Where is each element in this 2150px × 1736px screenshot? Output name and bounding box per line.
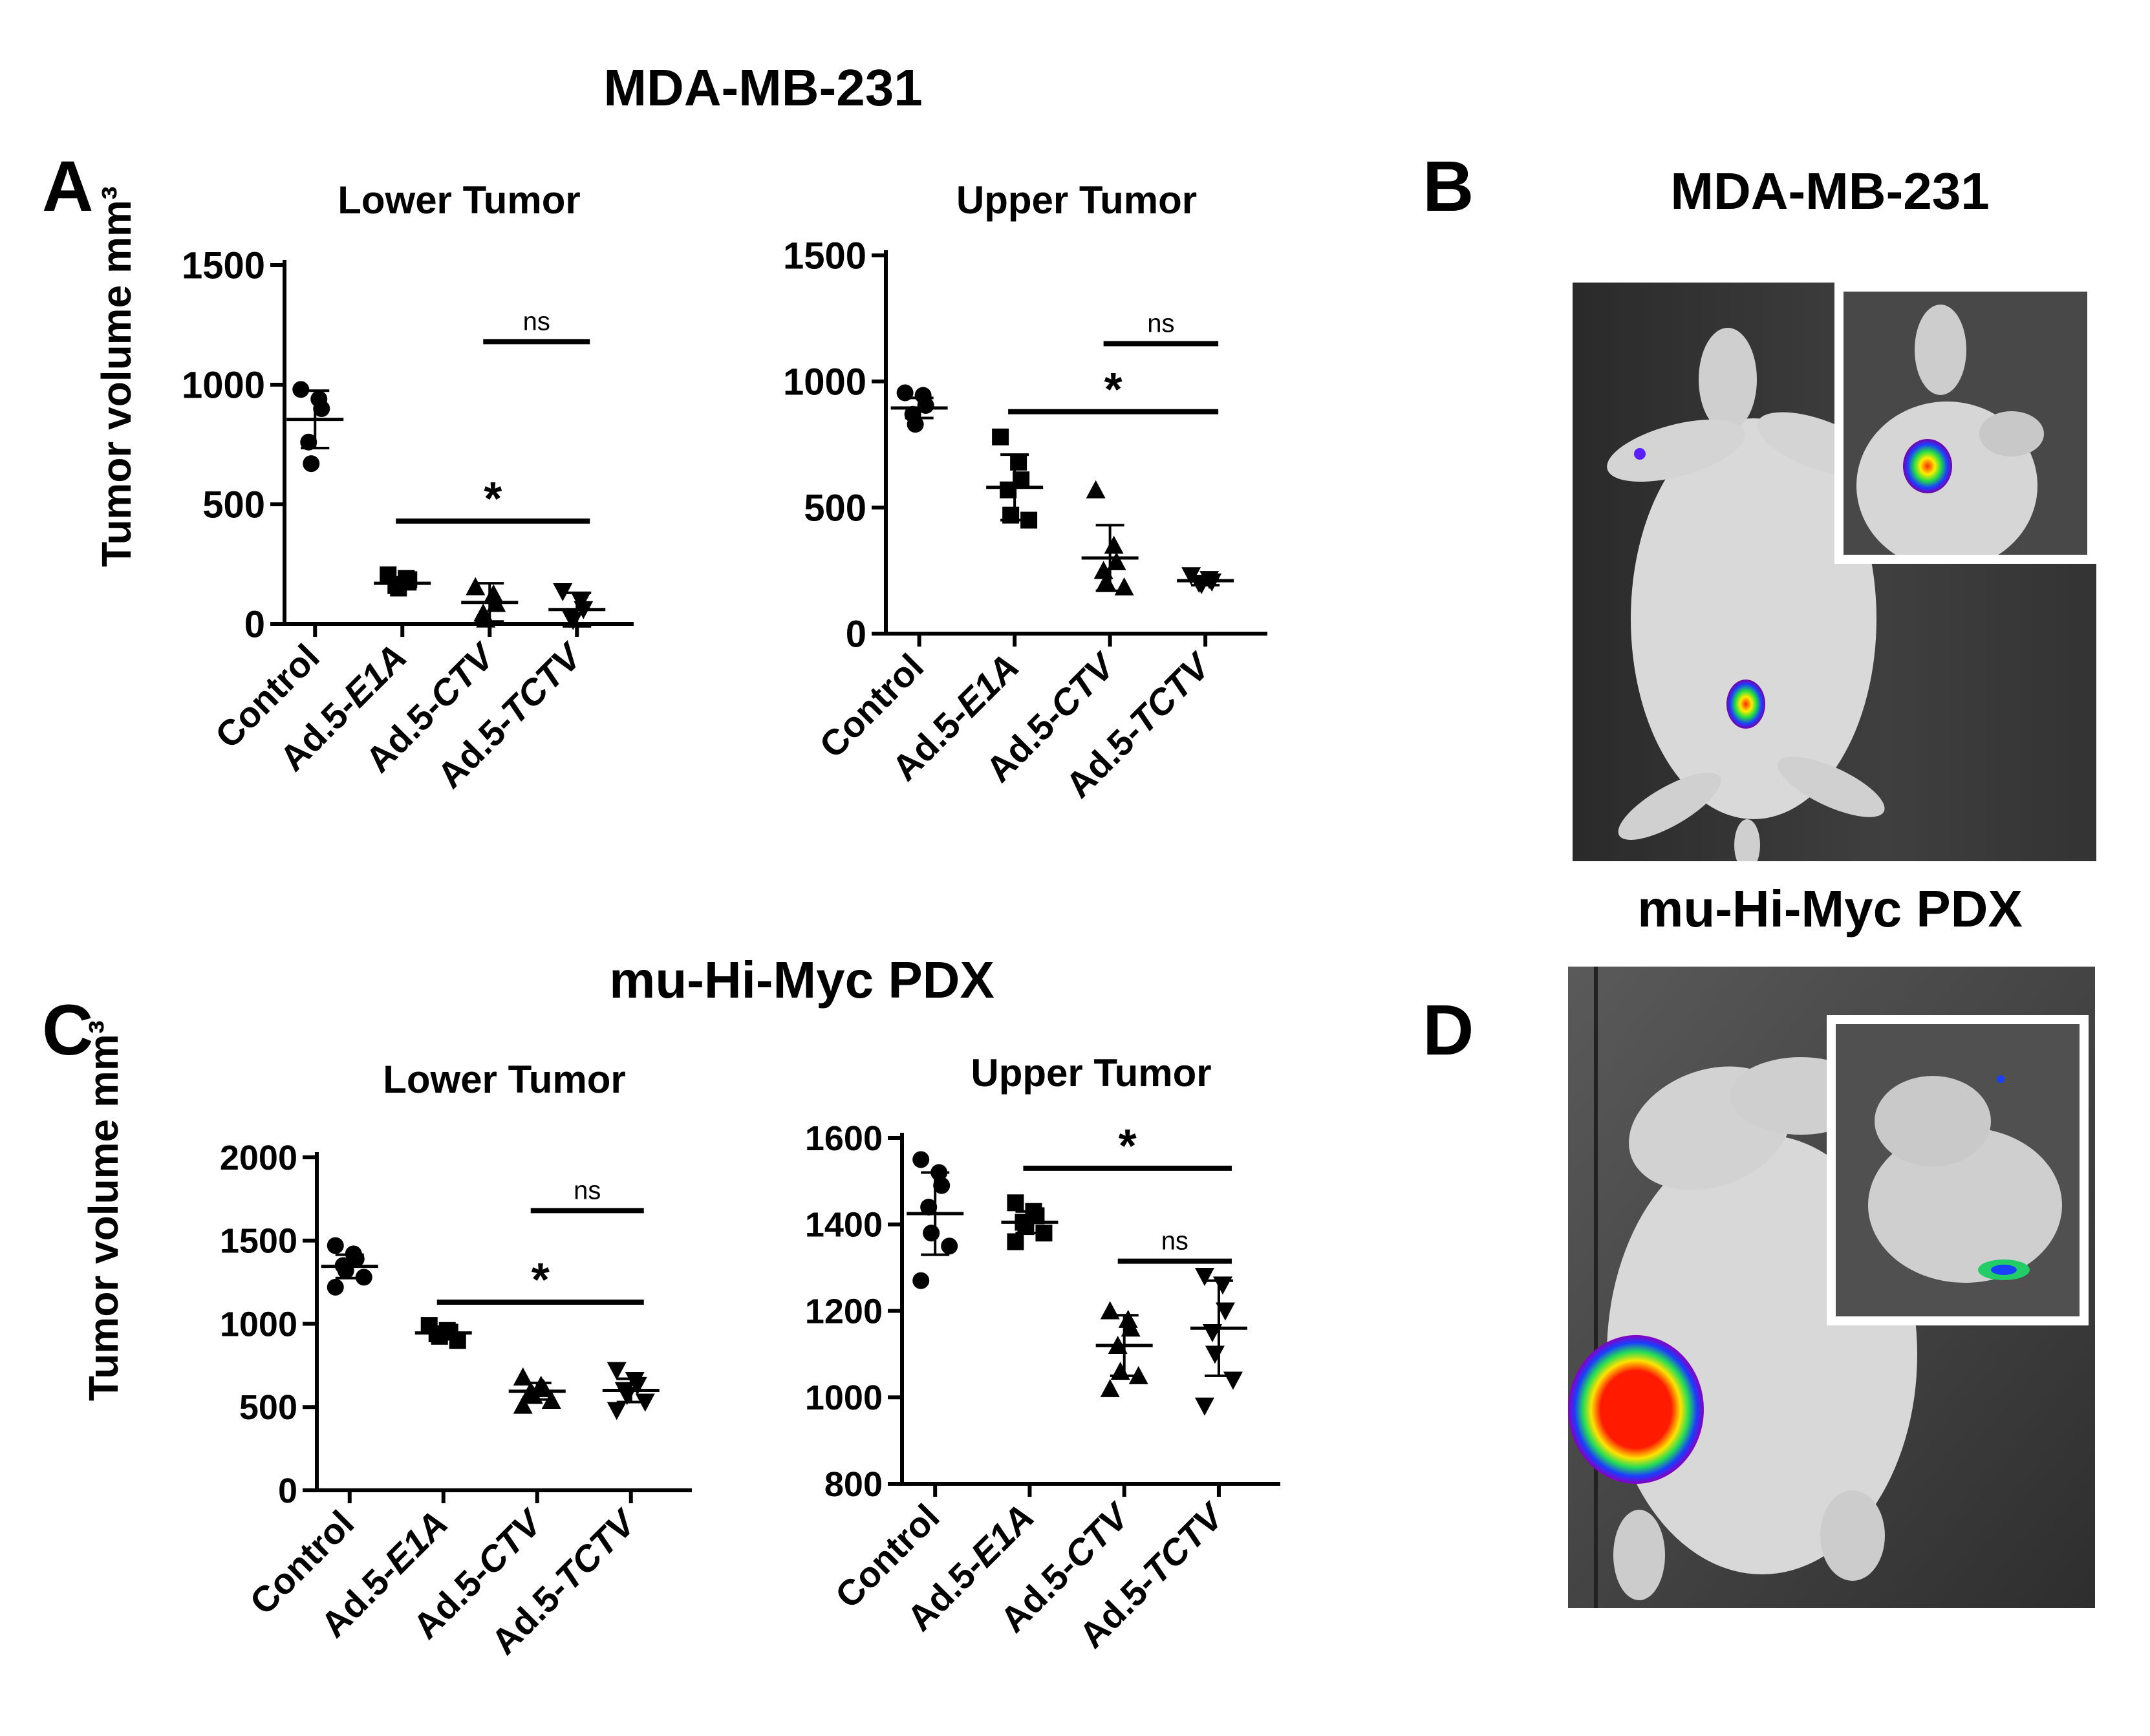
inset-illustration-b xyxy=(1844,292,2087,555)
significance-label: * xyxy=(484,473,502,525)
y-axis-label-a: Tumor volume mm³ xyxy=(93,186,140,567)
data-point xyxy=(476,609,496,628)
figure-title-pdx: mu-Hi-Myc PDX xyxy=(609,951,994,1009)
data-point xyxy=(1104,535,1124,554)
y-tick-label: 1400 xyxy=(805,1206,883,1245)
data-point xyxy=(513,1395,533,1414)
y-tick-label: 0 xyxy=(278,1472,297,1510)
data-point xyxy=(1121,1318,1141,1337)
data-point xyxy=(1106,552,1126,570)
data-point xyxy=(1100,1378,1120,1397)
data-point xyxy=(907,416,924,433)
y-tick-label: 1000 xyxy=(783,361,866,403)
data-point xyxy=(917,397,934,414)
figure-title-mda: MDA-MB-231 xyxy=(603,59,923,116)
data-point xyxy=(607,1402,627,1420)
y-tick-label: 1500 xyxy=(182,244,265,286)
significance-label: * xyxy=(1119,1120,1137,1172)
inset-illustration-d xyxy=(1836,1024,2080,1316)
data-point xyxy=(1223,1371,1243,1390)
data-point xyxy=(1114,577,1134,595)
data-point xyxy=(300,433,317,451)
data-point xyxy=(1100,1301,1120,1320)
data-point xyxy=(912,1151,930,1168)
data-point xyxy=(1007,1194,1024,1212)
y-tick-label: 1500 xyxy=(783,235,866,277)
y-tick-label: 1000 xyxy=(182,364,265,406)
y-tick-label: 800 xyxy=(824,1465,883,1504)
y-tick-label: 1200 xyxy=(805,1292,883,1331)
significance-label: * xyxy=(532,1254,550,1306)
chart-title: Lower Tumor xyxy=(383,1058,626,1101)
data-point xyxy=(933,1177,951,1194)
data-point xyxy=(1007,1233,1024,1250)
chart-a-lower-tumor: Lower Tumor050010001500ControlAd.5-E1AAd… xyxy=(182,178,634,796)
data-point xyxy=(327,1237,344,1254)
y-tick-label: 500 xyxy=(202,484,265,526)
data-point xyxy=(303,455,320,473)
data-point xyxy=(1086,480,1106,498)
data-point xyxy=(1212,1276,1232,1295)
panel-letter-c: C xyxy=(42,991,94,1070)
y-tick-label: 1000 xyxy=(805,1378,883,1417)
panel-b-mouse-image xyxy=(1573,283,2096,861)
panel-letter-a: A xyxy=(42,147,94,226)
y-tick-label: 1500 xyxy=(220,1222,297,1261)
y-tick-label: 500 xyxy=(239,1388,297,1427)
panel-letter-d: D xyxy=(1423,991,1474,1070)
data-point xyxy=(466,577,486,595)
data-point xyxy=(1010,453,1027,471)
significance-label: ns xyxy=(1147,310,1174,338)
chart-title: Upper Tumor xyxy=(971,1051,1211,1095)
chart-c-upper-tumor: Upper Tumor8001000120014001600ControlAd.… xyxy=(805,1051,1280,1656)
data-point xyxy=(1194,1268,1214,1286)
data-point xyxy=(313,400,330,417)
significance-label: ns xyxy=(574,1176,601,1205)
chart-title: Upper Tumor xyxy=(956,178,1197,222)
data-point xyxy=(327,1278,344,1296)
chart-a-upper-tumor: Upper Tumor050010001500ControlAd.5-E1AAd… xyxy=(783,178,1267,806)
data-point xyxy=(449,1332,466,1349)
data-point xyxy=(912,1272,930,1289)
data-point xyxy=(1110,1362,1130,1380)
y-axis-label-c: Tumor volume mm³ xyxy=(80,1020,127,1401)
panel-letter-b: B xyxy=(1423,147,1474,226)
y-tick-label: 500 xyxy=(804,487,866,529)
chart-title: Lower Tumor xyxy=(338,178,581,222)
y-tick-label: 0 xyxy=(846,613,866,655)
data-point xyxy=(923,1225,940,1242)
data-point xyxy=(607,1362,627,1380)
significance-label: ns xyxy=(1161,1227,1188,1256)
panel-d-title: mu-Hi-Myc PDX xyxy=(1637,880,2023,938)
data-point xyxy=(1093,561,1113,579)
data-point xyxy=(1215,1302,1235,1321)
panel-b-inset xyxy=(1834,283,2096,564)
y-tick-label: 1000 xyxy=(220,1305,297,1344)
data-point xyxy=(1205,1345,1225,1364)
chart-c-lower-tumor: Lower Tumor0500100015002000ControlAd.5-E… xyxy=(220,1058,692,1662)
panel-d-mouse-image xyxy=(1568,967,2095,1608)
panel-d-inset xyxy=(1827,1015,2089,1325)
significance-label: ns xyxy=(523,307,550,336)
y-tick-label: 1600 xyxy=(805,1119,883,1158)
panel-b-title: MDA-MB-231 xyxy=(1670,162,1990,220)
data-point xyxy=(941,1238,958,1255)
significance-label: * xyxy=(1104,364,1123,416)
data-point xyxy=(337,1262,354,1280)
y-tick-label: 0 xyxy=(244,603,265,645)
data-point xyxy=(1194,1397,1214,1416)
data-point xyxy=(627,1377,647,1395)
data-point xyxy=(992,428,1009,445)
data-point xyxy=(513,1367,533,1386)
data-point xyxy=(920,1199,938,1216)
y-tick-label: 2000 xyxy=(220,1139,297,1177)
